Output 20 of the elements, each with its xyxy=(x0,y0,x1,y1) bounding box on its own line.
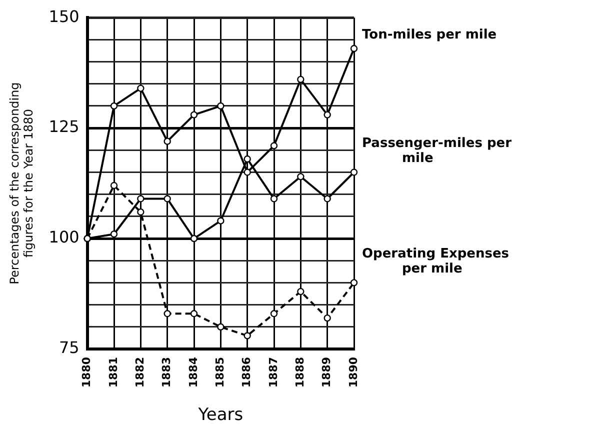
x-tick-label: 1886 xyxy=(240,356,254,388)
series-label: Operating Expenses per mile xyxy=(362,246,510,277)
y-axis-title: Percentages of the corresponding figures for the Year 1880 xyxy=(7,82,36,284)
x-tick-label: 1881 xyxy=(106,356,120,388)
series-label: Ton-miles per mile xyxy=(362,28,497,43)
y-tick-label: 125 xyxy=(48,117,80,136)
x-tick-label: 1887 xyxy=(266,356,280,388)
x-tick-label: 1885 xyxy=(214,356,227,388)
series-label: Passenger-miles per mile xyxy=(362,136,512,166)
x-axis-title: Years xyxy=(197,405,244,426)
x-tick-label: 1889 xyxy=(320,356,334,388)
y-tick-label: 100 xyxy=(48,228,80,247)
x-tick-label: 1882 xyxy=(134,356,147,388)
x-tick-label: 1890 xyxy=(346,356,360,388)
x-tick-label: 1888 xyxy=(294,356,307,388)
x-tick-label: 1884 xyxy=(186,356,200,388)
y-tick-label: 75 xyxy=(58,338,80,358)
y-tick-label: 150 xyxy=(48,6,80,26)
x-tick-label: 1883 xyxy=(160,356,174,388)
x-tick-label: 1880 xyxy=(80,356,94,388)
